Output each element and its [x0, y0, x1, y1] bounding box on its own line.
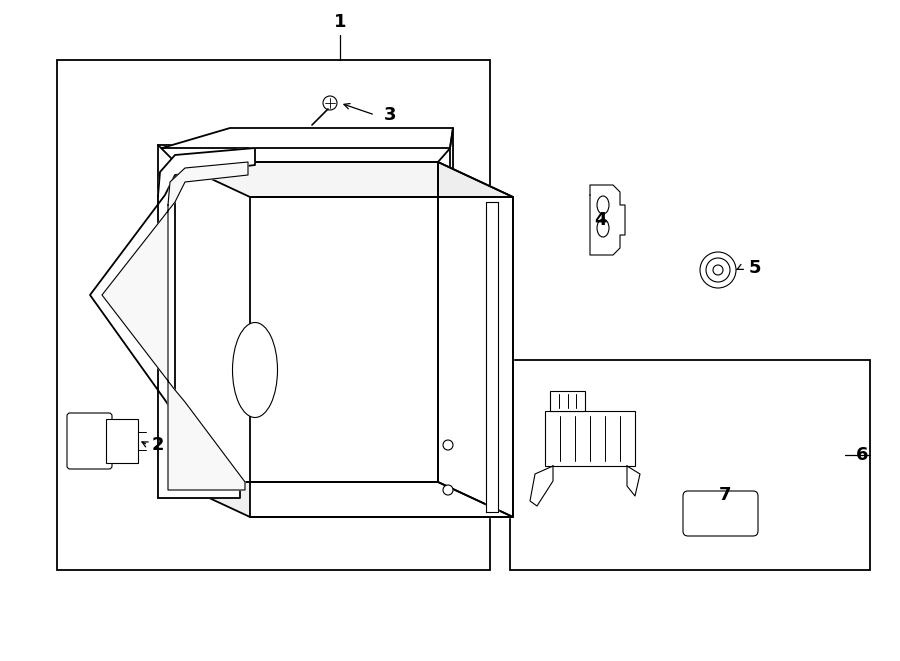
Circle shape [706, 258, 730, 282]
Text: 3: 3 [383, 106, 396, 124]
Polygon shape [590, 185, 625, 255]
Circle shape [700, 252, 736, 288]
Text: 1: 1 [334, 13, 346, 31]
Text: 6: 6 [856, 446, 868, 464]
Polygon shape [438, 162, 513, 517]
Polygon shape [450, 128, 453, 490]
Bar [106, 419, 139, 463]
Text: 4: 4 [594, 211, 607, 229]
Bar [550, 391, 585, 411]
Circle shape [323, 96, 337, 110]
Polygon shape [486, 202, 498, 512]
Polygon shape [90, 148, 255, 498]
Text: 7: 7 [719, 486, 731, 504]
Ellipse shape [597, 219, 609, 237]
FancyBboxPatch shape [67, 413, 112, 469]
Polygon shape [250, 197, 513, 517]
FancyBboxPatch shape [683, 491, 758, 536]
Text: 5: 5 [749, 259, 761, 277]
Ellipse shape [232, 323, 277, 418]
Polygon shape [627, 466, 640, 496]
Polygon shape [530, 466, 553, 506]
Circle shape [443, 440, 453, 450]
Bar [545, 411, 635, 466]
Text: 2: 2 [152, 436, 164, 454]
Circle shape [443, 485, 453, 495]
Polygon shape [102, 162, 248, 490]
Polygon shape [175, 482, 513, 517]
Polygon shape [175, 162, 513, 197]
Bar [57, 60, 490, 570]
Polygon shape [162, 128, 453, 148]
Circle shape [713, 265, 723, 275]
Ellipse shape [597, 196, 609, 214]
Bar [510, 360, 870, 570]
